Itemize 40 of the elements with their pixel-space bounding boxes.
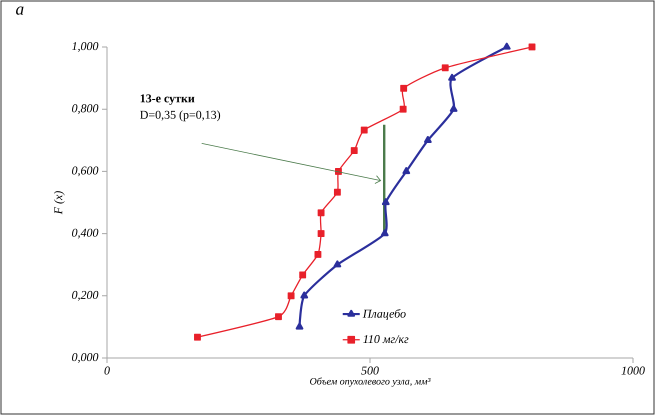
legend-label: Плацебо bbox=[362, 309, 406, 320]
point bbox=[402, 167, 410, 174]
point bbox=[400, 84, 408, 92]
point bbox=[450, 104, 458, 112]
text: a bbox=[16, 6, 24, 15]
y-tick-label: 0,600 bbox=[72, 166, 98, 176]
point bbox=[318, 209, 325, 216]
point bbox=[350, 147, 358, 154]
y-tick-label: 1,000 bbox=[72, 42, 98, 52]
point bbox=[300, 292, 308, 298]
y-tick-label: 0,200 bbox=[72, 290, 98, 301]
point bbox=[442, 64, 449, 72]
point bbox=[334, 260, 342, 268]
legend-label: 110 мг/кг bbox=[363, 335, 408, 344]
point bbox=[318, 230, 325, 238]
annotation: 13-е сутки bbox=[140, 94, 194, 105]
y-tick-label: 0,400 bbox=[72, 228, 98, 238]
point bbox=[296, 322, 304, 330]
point bbox=[360, 126, 368, 134]
x-tick-label: 0 bbox=[104, 366, 110, 375]
point bbox=[334, 188, 341, 196]
annotation: D=0,35 (p=0,13) bbox=[140, 110, 220, 122]
point bbox=[528, 44, 536, 50]
point bbox=[299, 272, 306, 278]
point bbox=[314, 250, 322, 258]
x-axis-title: Объем опухолевого узла, мм³ bbox=[310, 377, 431, 387]
point bbox=[382, 198, 390, 206]
x-tick-label: 1000 bbox=[621, 366, 645, 375]
y-tick-label: 0,000 bbox=[72, 353, 98, 363]
point bbox=[288, 292, 295, 300]
point bbox=[194, 334, 201, 341]
point bbox=[424, 136, 432, 143]
point bbox=[448, 74, 456, 81]
point bbox=[275, 313, 282, 320]
x-tick-label: 500 bbox=[361, 366, 379, 375]
point bbox=[380, 229, 389, 236]
y-tick-label: 0,800 bbox=[72, 104, 98, 114]
point bbox=[400, 106, 407, 113]
y-axis-title: F (x) bbox=[54, 191, 65, 214]
point bbox=[502, 42, 511, 50]
